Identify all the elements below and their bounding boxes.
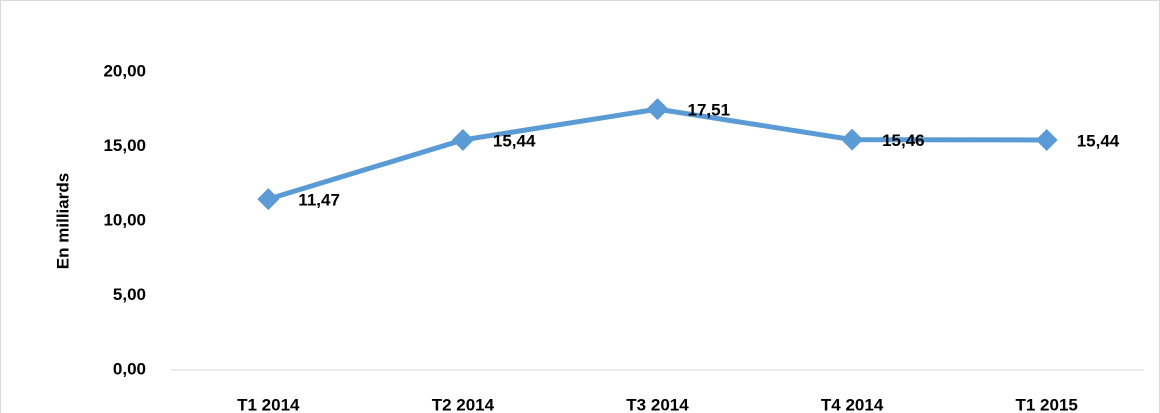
marker: [451, 128, 474, 151]
y-tick-label: 5,00: [113, 285, 146, 304]
marker: [257, 188, 280, 211]
x-tick-label: T4 2014: [821, 395, 884, 413]
y-tick-label: 0,00: [113, 359, 146, 378]
y-tick-label: 15,00: [103, 136, 146, 155]
marker: [646, 98, 669, 121]
x-tick-label: T3 2014: [626, 395, 689, 413]
y-tick-label: 20,00: [103, 61, 146, 80]
y-axis-label: En milliards: [53, 173, 72, 269]
data-label: 11,47: [298, 191, 340, 210]
marker: [1035, 128, 1058, 151]
x-tick-label: T2 2014: [432, 395, 495, 413]
marker: [841, 128, 864, 151]
data-label: 15,44: [493, 131, 536, 150]
data-label: 15,44: [1077, 131, 1120, 150]
y-tick-label: 10,00: [103, 210, 146, 229]
data-label: 17,51: [688, 101, 731, 120]
x-tick-label: T1 2015: [1016, 395, 1078, 413]
x-tick-label: T1 2014: [237, 395, 300, 413]
data-label: 15,46: [882, 131, 925, 150]
